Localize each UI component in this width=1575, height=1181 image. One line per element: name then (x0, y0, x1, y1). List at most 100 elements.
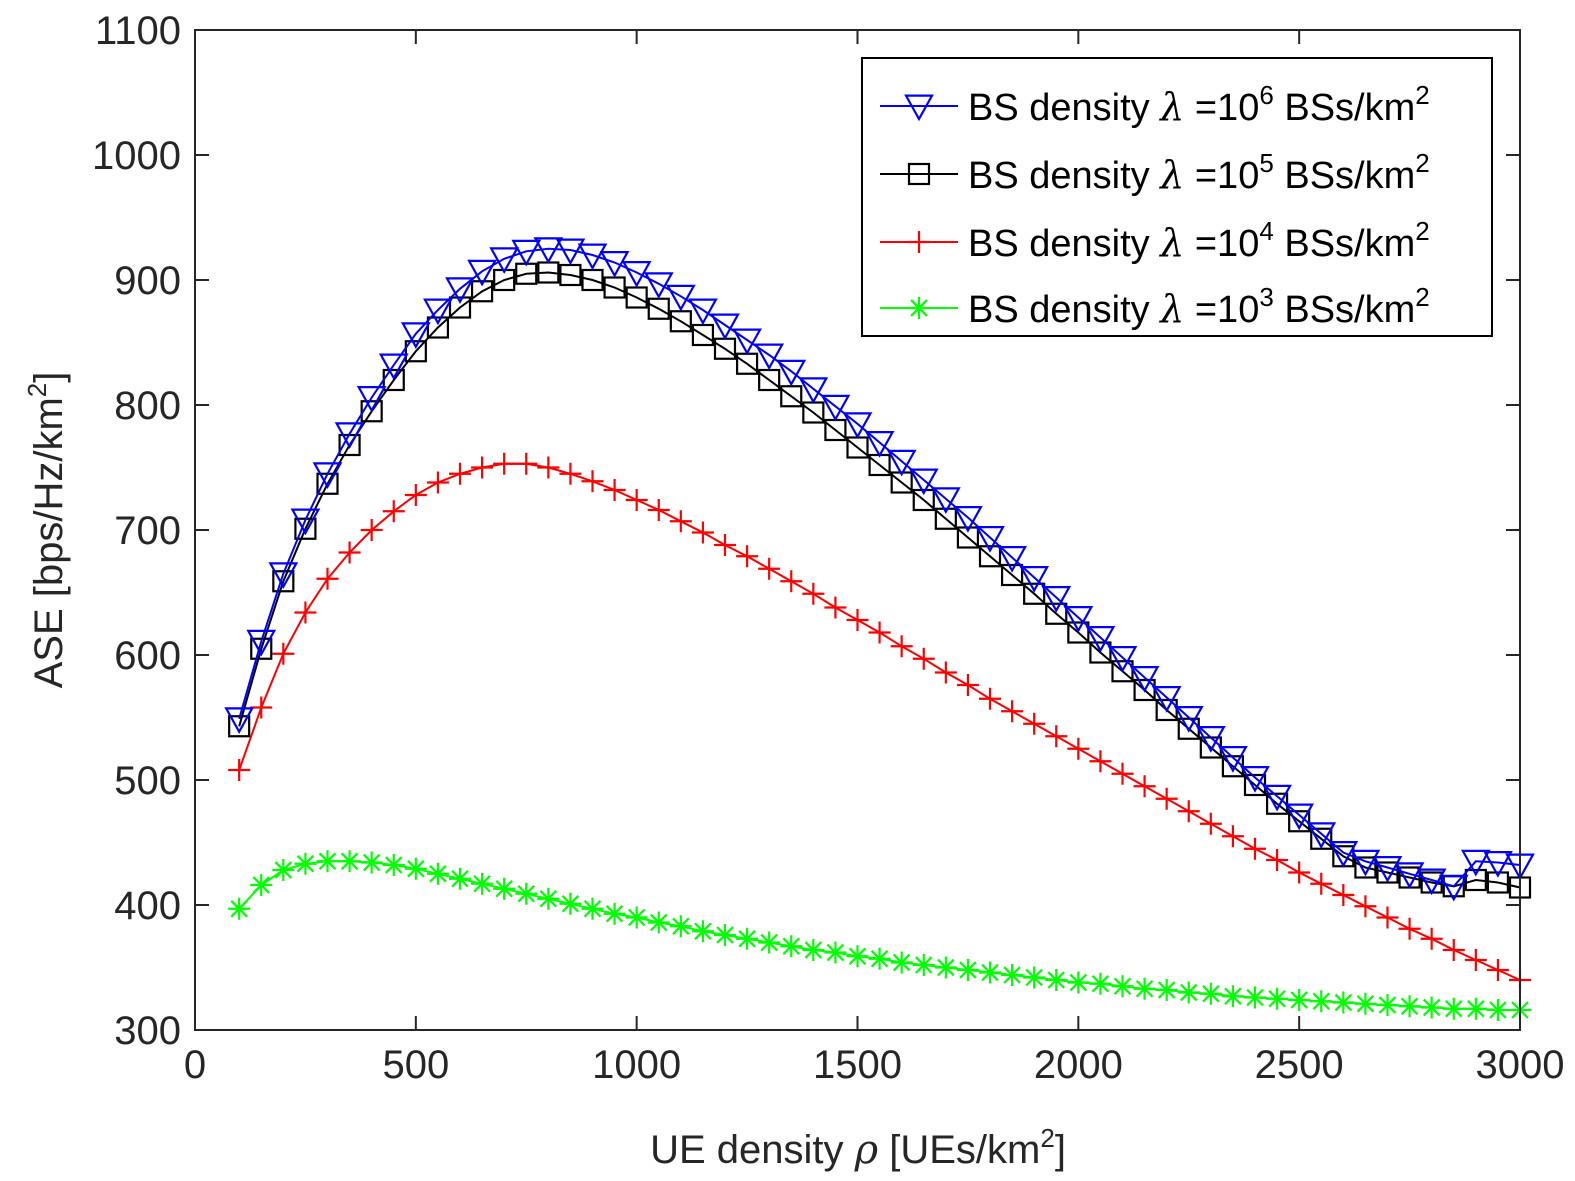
y-tick-label: 700 (114, 509, 181, 553)
legend-swatch (880, 231, 958, 253)
data-point (1288, 989, 1311, 1011)
data-point (559, 462, 582, 485)
data-point (864, 431, 895, 458)
data-point (1376, 906, 1399, 929)
data-point (334, 422, 365, 450)
data-point (1332, 991, 1355, 1014)
data-point (934, 661, 957, 684)
data-point (953, 506, 983, 533)
data-point (250, 874, 273, 896)
data-point (272, 642, 295, 665)
data-point (736, 545, 759, 568)
data-point (1266, 849, 1289, 871)
legend-marker (908, 297, 930, 319)
data-point (1067, 737, 1090, 760)
legend-label-1e5: BS density λ =105 BSs/km2 (968, 148, 1430, 197)
data-point (1354, 992, 1377, 1015)
legend-marker (908, 231, 930, 253)
data-point (732, 328, 762, 356)
data-point (802, 939, 825, 961)
data-point (449, 462, 471, 485)
series-6 (224, 237, 1535, 902)
legend-swatch (880, 162, 958, 186)
series-layer (224, 237, 1535, 1021)
data-point (316, 567, 339, 590)
data-point (1486, 871, 1510, 894)
data-point (360, 851, 383, 874)
data-point (754, 343, 785, 371)
data-point (1262, 784, 1292, 812)
data-point (1464, 868, 1487, 892)
axes-layer: 0 500 1000 1500 2000 2500 3000 300 400 500 600 700 8… (92, 9, 1564, 1087)
data-point (1350, 849, 1381, 877)
data-point (1394, 862, 1425, 890)
data-point (1041, 585, 1072, 613)
data-point (978, 545, 1002, 568)
data-point (1460, 849, 1491, 877)
data-point (688, 298, 718, 326)
data-point (997, 545, 1027, 573)
data-point (559, 892, 582, 915)
y-tick-label: 600 (114, 634, 181, 678)
data-point (1023, 582, 1046, 605)
data-point (665, 284, 696, 312)
legend-box (861, 57, 1493, 337)
series-line (238, 271, 1521, 889)
data-point (224, 707, 255, 735)
data-point (448, 296, 472, 319)
data-point (669, 915, 692, 938)
data-point (290, 508, 321, 536)
data-point (886, 449, 917, 477)
data-point (846, 609, 869, 631)
series-4 (228, 452, 1531, 991)
data-point (710, 313, 740, 341)
data-point (824, 941, 847, 964)
data-point (312, 462, 343, 490)
data-point (493, 452, 516, 475)
data-point (294, 852, 317, 875)
data-point (1438, 874, 1469, 902)
data-point (979, 961, 1001, 984)
data-point (979, 687, 1001, 710)
data-point (1001, 964, 1024, 986)
data-point (426, 316, 450, 339)
data-point (1089, 972, 1112, 995)
data-point (1177, 800, 1200, 823)
data-point (1288, 810, 1311, 833)
data-point (250, 696, 273, 719)
data-point (1240, 765, 1270, 793)
data-point (647, 499, 670, 521)
data-point (758, 931, 781, 954)
data-point (423, 298, 453, 326)
data-point (1420, 996, 1443, 1019)
data-point (515, 452, 538, 475)
data-point (1111, 660, 1134, 683)
x-tick-label: 2000 (1034, 1043, 1123, 1087)
y-tick-label: 1100 (95, 9, 181, 53)
data-point (515, 882, 538, 905)
data-point (1177, 981, 1200, 1004)
data-point (1199, 982, 1222, 1005)
data-point (736, 927, 759, 950)
x-tick-label: 1500 (813, 1043, 902, 1087)
data-point (776, 359, 807, 387)
data-point (621, 261, 652, 288)
legend-marks (880, 94, 958, 319)
data-point (404, 484, 427, 506)
data-point (1310, 990, 1333, 1013)
data-point (1244, 986, 1266, 1009)
data-point (643, 272, 674, 300)
data-point (714, 534, 736, 556)
data-point (1244, 837, 1266, 860)
data-point (1000, 563, 1024, 587)
data-point (577, 243, 608, 271)
data-point (1221, 985, 1244, 1008)
data-point (1045, 725, 1068, 748)
data-point (268, 562, 299, 590)
y-tick-label: 500 (114, 759, 181, 803)
data-point (382, 854, 405, 876)
data-point (467, 259, 497, 287)
data-point (1288, 861, 1311, 884)
data-point (868, 947, 891, 970)
data-point (489, 247, 520, 275)
